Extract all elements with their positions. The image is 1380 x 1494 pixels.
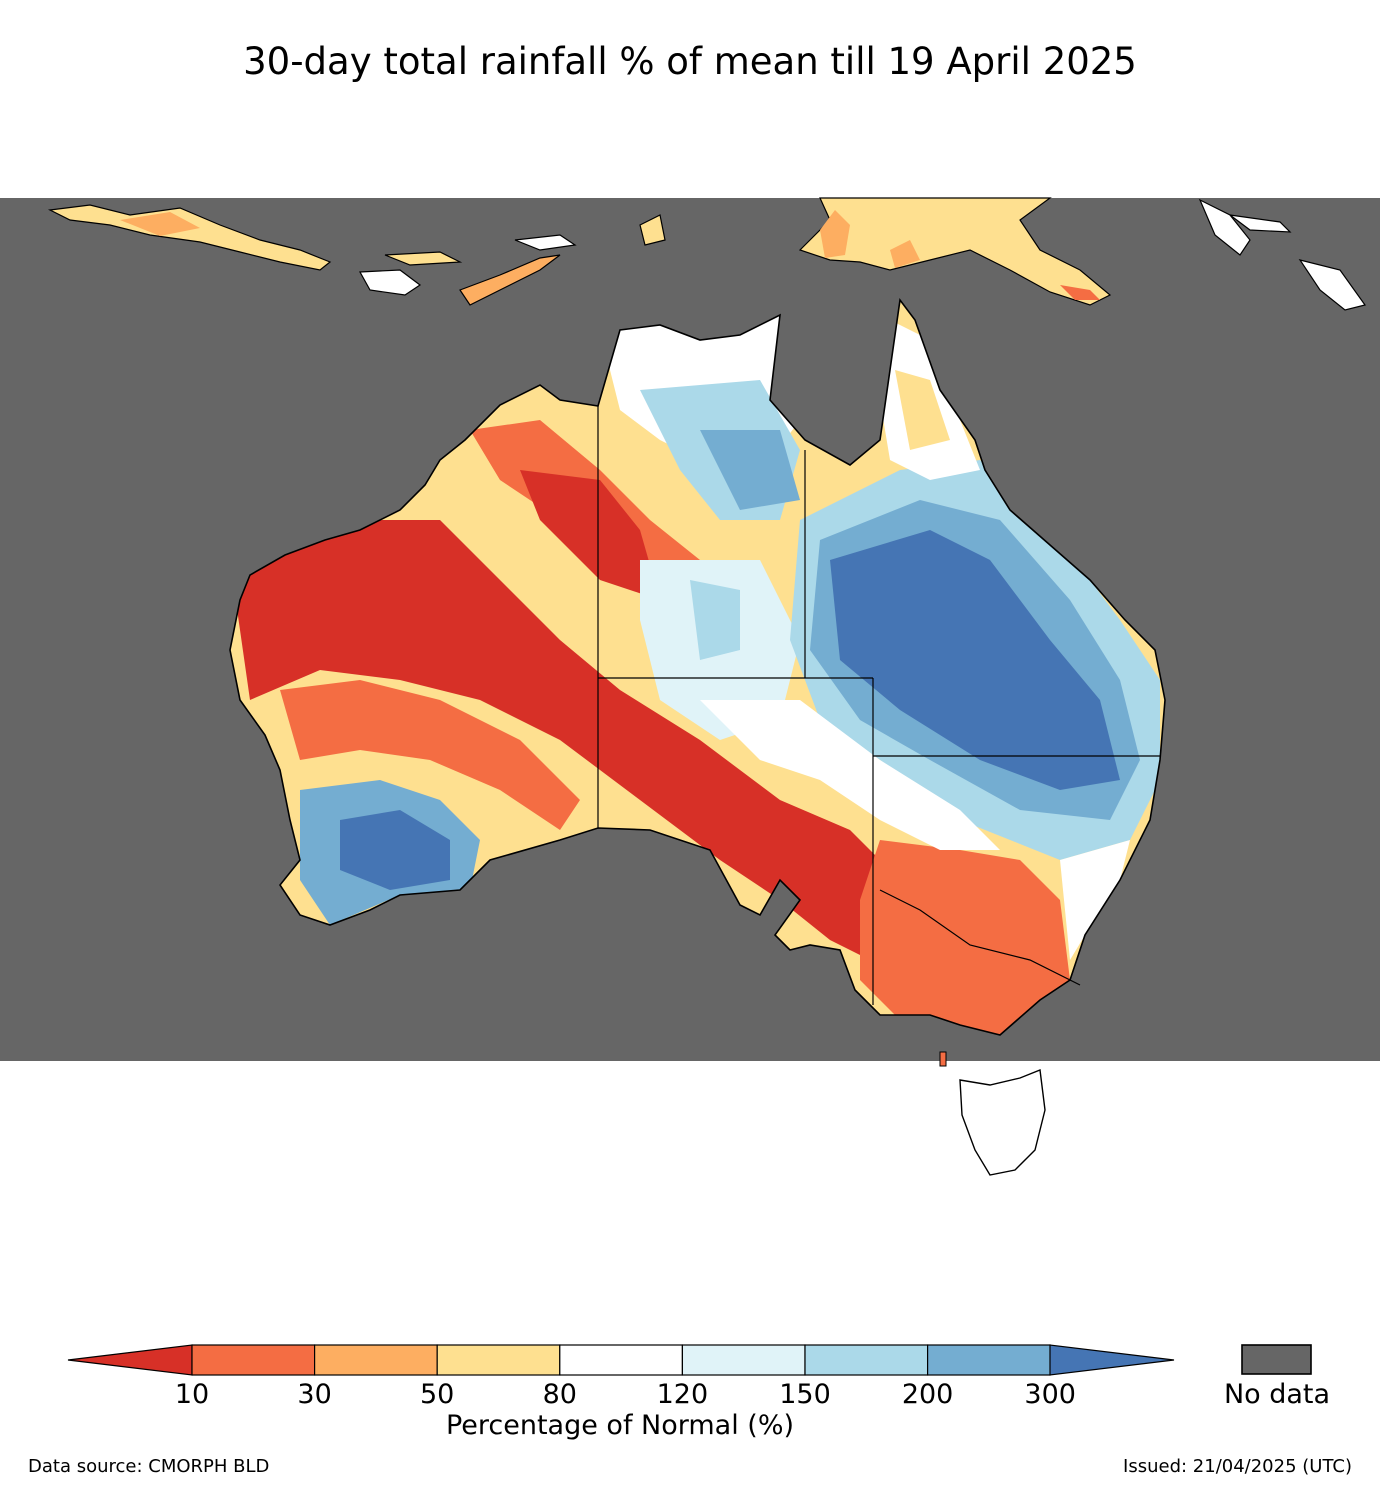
map-title: 30-day total rainfall % of mean till 19 …: [243, 40, 1137, 83]
colorbar-tick-label: 300: [1024, 1379, 1076, 1410]
colorbar-bin: [191, 1344, 316, 1376]
data-source-note: Data source: CMORPH BLD: [28, 1456, 270, 1477]
indonesia-islands: [47, 204, 666, 306]
colorbar-bin: [681, 1344, 806, 1376]
colorbar-label: Percentage of Normal (%): [445, 1410, 795, 1441]
colorbar-bin: [559, 1344, 683, 1376]
colorbar-bin: [926, 1344, 1051, 1376]
no-data-swatch: [1241, 1344, 1312, 1375]
colorbar-tick-label: 200: [901, 1379, 954, 1410]
king-island: [939, 1051, 947, 1067]
colorbar-bin: [804, 1344, 929, 1376]
colorbar-tick-label: 10: [174, 1379, 210, 1410]
no-data-label: No data: [1223, 1379, 1331, 1410]
colorbar-tick-label: 120: [656, 1379, 709, 1410]
colorbar-tick-label: 30: [297, 1379, 332, 1410]
colorbar-tick-label: 150: [779, 1379, 831, 1410]
tasmania: [959, 1069, 1046, 1176]
colorbar-tick-label: 50: [420, 1379, 455, 1410]
australia-coastline: [229, 297, 1166, 1036]
colorbar-under-arrow: [67, 1344, 193, 1376]
colorbar-tick-label: 80: [542, 1379, 577, 1410]
colorbar-bin: [436, 1344, 561, 1376]
state-borders: [597, 406, 1160, 1005]
issued-date: Issued: 21/04/2025 (UTC): [1123, 1456, 1352, 1477]
colorbar-bin: [314, 1344, 438, 1376]
new-guinea: [798, 197, 1367, 311]
colorbar-over-arrow: [1049, 1344, 1175, 1376]
